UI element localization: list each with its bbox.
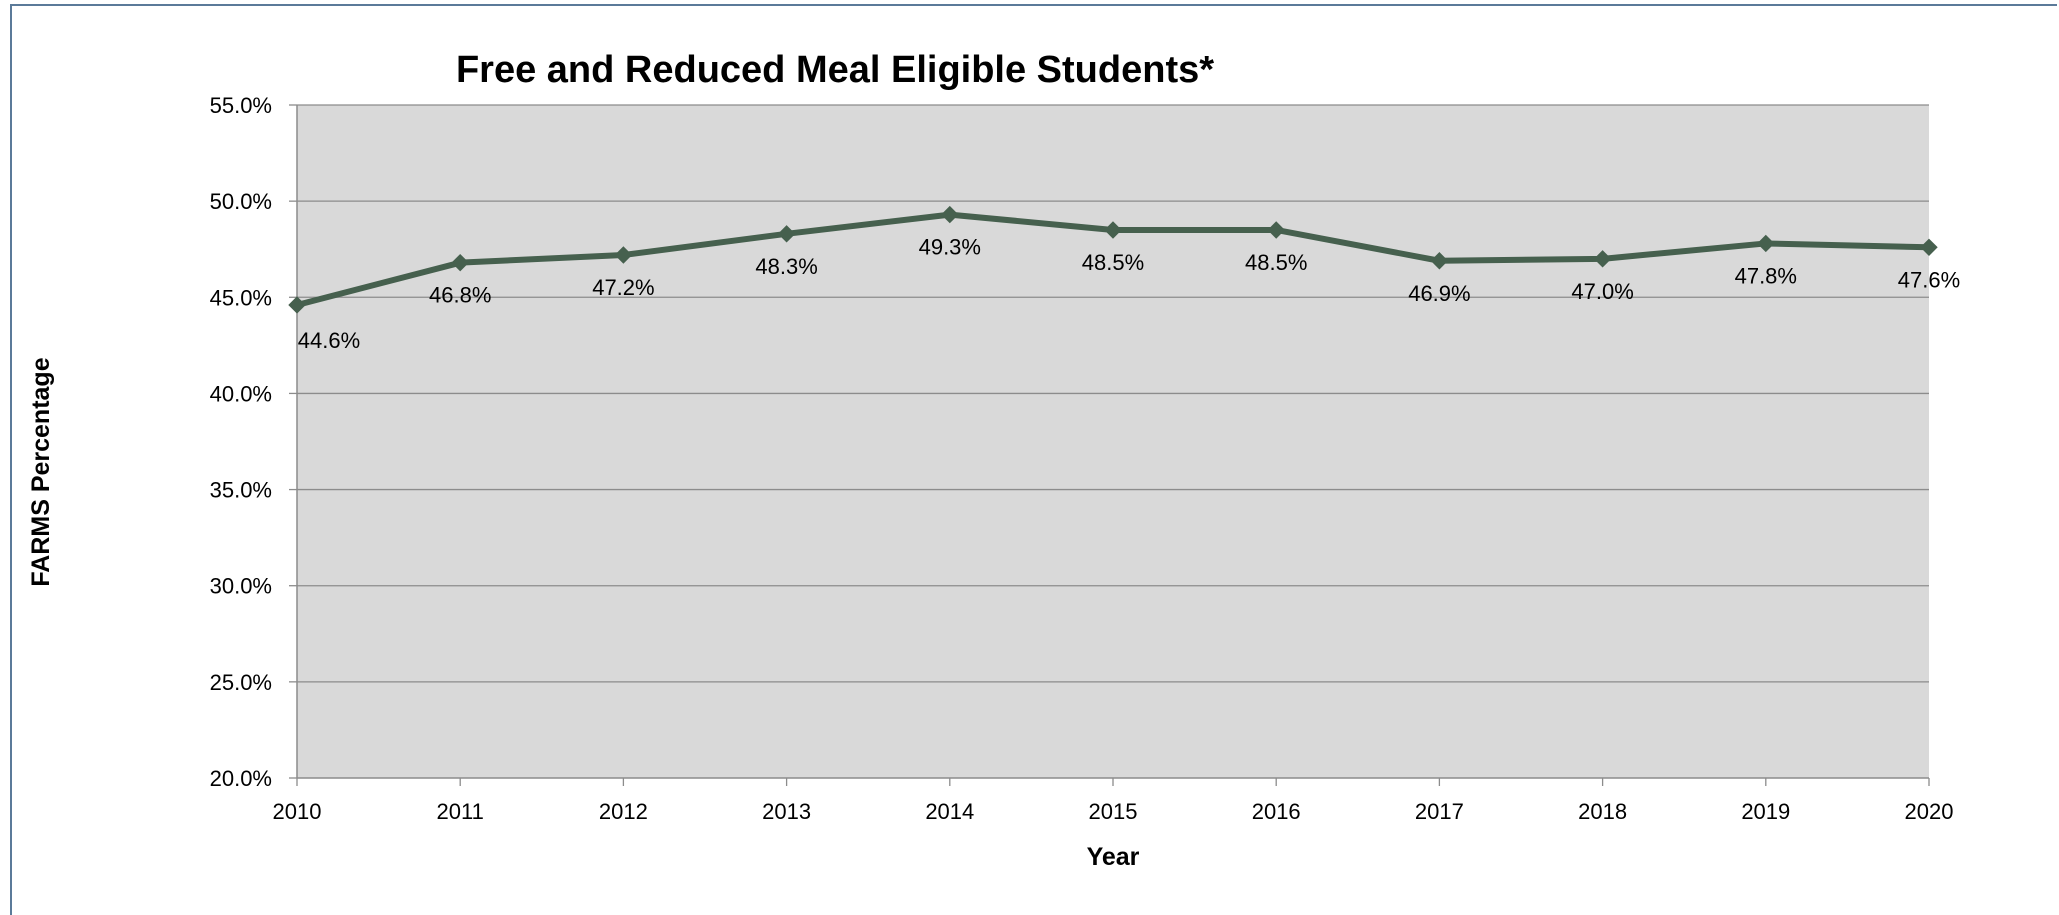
x-tick-label: 2019: [1741, 799, 1790, 824]
x-tick-label: 2010: [273, 799, 322, 824]
axes: [296, 105, 1930, 786]
plot-background: [297, 105, 1929, 778]
y-tick-label: 55.0%: [210, 93, 272, 118]
chart-frame: [10, 4, 2057, 915]
y-tick-label: 40.0%: [210, 381, 272, 406]
plot-area: [297, 105, 1929, 778]
data-label: 49.3%: [919, 235, 981, 260]
y-tick-label: 35.0%: [210, 478, 272, 503]
y-tick-label: 50.0%: [210, 189, 272, 214]
chart-title: Free and Reduced Meal Eligible Students*: [456, 49, 1214, 91]
data-point: [777, 225, 796, 243]
data-point: [941, 205, 959, 224]
data-label: 47.6%: [1898, 267, 1960, 292]
gridlines: [289, 104, 1929, 779]
data-label: 47.8%: [1735, 263, 1797, 288]
x-tick-label: 2011: [437, 799, 484, 824]
x-tick-label: 2016: [1252, 799, 1301, 824]
data-point: [1267, 221, 1285, 239]
data-points: [288, 205, 1938, 314]
y-tick-labels: 20.0% 25.0% 30.0% 35.0% 40.0% 45.0% 50.0% 55.0%: [210, 93, 272, 791]
y-axis-title: FARMS Percentage: [27, 357, 55, 586]
data-point: [1430, 252, 1449, 270]
data-label: 47.2%: [592, 275, 654, 300]
data-point: [1593, 250, 1612, 268]
data-label: 44.6%: [298, 328, 360, 353]
x-tick-label: 2012: [599, 799, 648, 824]
y-tick-label: 20.0%: [210, 766, 272, 791]
y-tick-label: 25.0%: [210, 670, 272, 695]
data-label: 46.8%: [429, 283, 491, 308]
data-point: [614, 246, 633, 264]
data-label: 48.5%: [1082, 250, 1144, 275]
data-labels: 44.6% 46.8% 47.2% 48.3% 49.3% 48.5% 48.5% 46.9%…: [298, 235, 1960, 353]
data-point: [288, 296, 306, 314]
y-tick-label: 45.0%: [210, 285, 272, 310]
x-axis-title: Year: [1087, 843, 1140, 871]
y-tick-label: 30.0%: [210, 574, 272, 599]
data-label: 47.0%: [1571, 279, 1633, 304]
data-label: 46.9%: [1408, 281, 1470, 306]
data-point: [1757, 234, 1775, 253]
data-point: [1104, 221, 1122, 239]
data-label: 48.3%: [755, 254, 817, 279]
x-tick-label: 2014: [925, 799, 974, 824]
x-tick-label: 2015: [1089, 799, 1138, 824]
x-tick-labels: 2010 2011 2012 2013 2014 2015 2016 2017 2018 2019…: [273, 799, 1954, 824]
x-tick-label: 2018: [1578, 799, 1627, 824]
x-tick-label: 2020: [1905, 799, 1954, 824]
data-point: [451, 253, 469, 272]
x-tick-label: 2017: [1415, 799, 1464, 824]
x-tick-label: 2013: [762, 799, 811, 824]
data-label: 48.5%: [1245, 250, 1307, 275]
data-point: [1920, 238, 1938, 256]
